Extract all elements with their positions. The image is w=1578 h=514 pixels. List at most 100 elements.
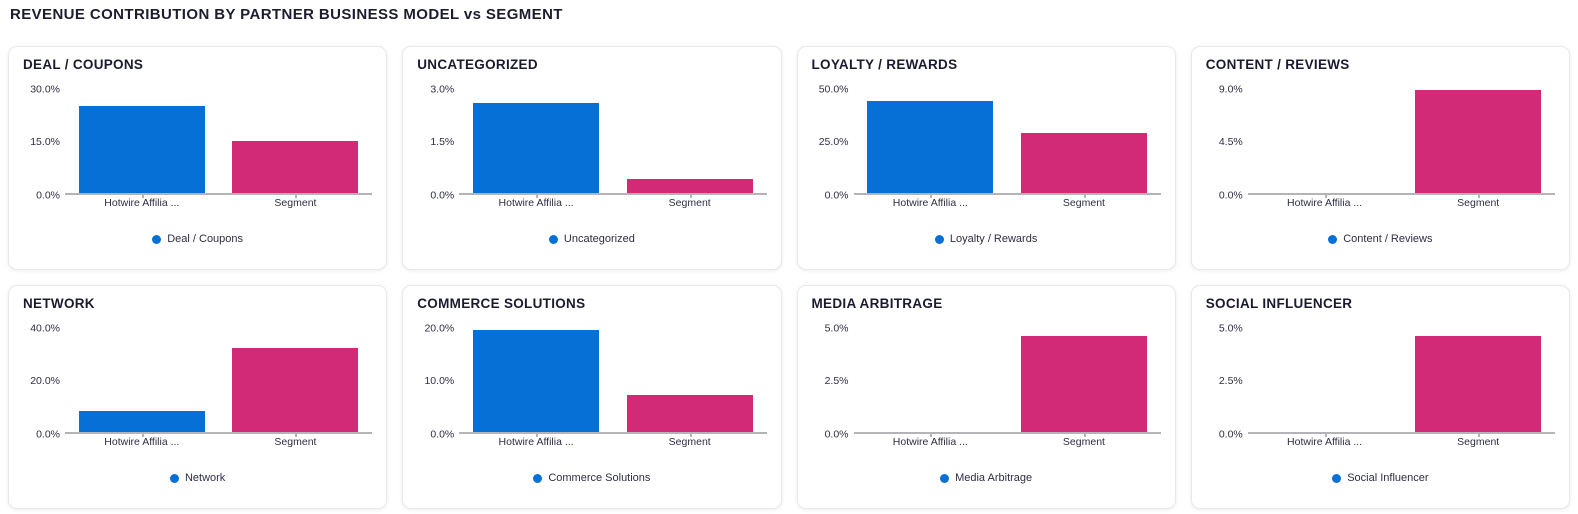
y-tick-label-zero: 0.0% (36, 189, 60, 202)
chart-card: SOCIAL INFLUENCER 5.0% 2.5% 0.0% Hotwire… (1190, 285, 1570, 509)
bar-segment[interactable] (626, 395, 753, 432)
bar-segment[interactable] (1020, 132, 1147, 193)
legend-item[interactable]: Content / Reviews (1206, 233, 1555, 245)
chart-title: CONTENT / REVIEWS (1205, 57, 1350, 72)
legend-label: Uncategorized (563, 233, 635, 245)
chart-card: MEDIA ARBITRAGE 5.0% 2.5% 0.0% Hotwire A… (796, 285, 1176, 509)
legend-item[interactable]: Deal / Coupons (23, 233, 372, 245)
chart-plot: 30.0% 15.0% 0.0% (23, 84, 373, 202)
bar-segment[interactable] (1020, 336, 1147, 432)
chart-plot: 40.0% 20.0% 0.0% (23, 323, 373, 440)
y-tick-label-max: 40.0% (30, 322, 60, 335)
x-axis-labels: Hotwire Affilia ... Segment (459, 436, 766, 448)
x-category-label-hotwire: Hotwire Affilia ... (498, 436, 574, 448)
x-category-label-segment: Segment (274, 436, 317, 448)
x-category-label-hotwire: Hotwire Affilia ... (892, 197, 968, 209)
x-axis-labels: Hotwire Affilia ... Segment (459, 197, 766, 209)
plot-area (459, 89, 767, 198)
bar-hotwire-affiliates[interactable] (78, 106, 205, 193)
y-tick-label-max: 50.0% (818, 83, 849, 96)
y-axis: 30.0% 15.0% 0.0% (23, 84, 65, 202)
y-axis: 9.0% 4.5% 0.0% (1206, 84, 1248, 202)
legend-dot-icon (533, 473, 543, 483)
chart-card: DEAL / COUPONS 30.0% 15.0% 0.0% Hotwire … (8, 46, 388, 270)
chart-plot: 9.0% 4.5% 0.0% (1206, 84, 1555, 202)
y-tick-label-max: 20.0% (424, 322, 455, 335)
x-axis-labels: Hotwire Affilia ... Segment (854, 436, 1161, 448)
legend-label: Network (184, 472, 226, 484)
bar-segment[interactable] (626, 179, 753, 193)
plot-area (1247, 89, 1555, 198)
x-axis-labels: Hotwire Affilia ... Segment (1248, 436, 1555, 448)
x-category-label-segment: Segment (274, 197, 317, 209)
x-axis-tick (295, 193, 298, 198)
bar-segment[interactable] (1415, 336, 1542, 432)
x-category-label-hotwire: Hotwire Affilia ... (1287, 436, 1363, 448)
y-axis: 20.0% 10.0% 0.0% (417, 323, 459, 441)
chart-title: LOYALTY / REWARDS (811, 57, 958, 72)
legend-item[interactable]: Media Arbitrage (812, 472, 1161, 484)
chart-card: COMMERCE SOLUTIONS 20.0% 10.0% 0.0% Hotw… (402, 285, 782, 509)
plot-area (65, 328, 373, 437)
bar-hotwire-affiliates[interactable] (78, 410, 205, 432)
y-tick-label-max: 9.0% (1218, 83, 1243, 96)
y-tick-label-max: 30.0% (30, 83, 60, 96)
chart-title: SOCIAL INFLUENCER (1205, 296, 1353, 311)
page-title: REVENUE CONTRIBUTION BY PARTNER BUSINESS… (10, 6, 563, 23)
legend-item[interactable]: Social Influencer (1206, 472, 1555, 484)
bar-segment[interactable] (1415, 90, 1542, 193)
x-axis-labels: Hotwire Affilia ... Segment (1248, 197, 1555, 209)
y-tick-label-mid: 10.0% (424, 375, 455, 387)
x-axis-tick (930, 432, 933, 437)
chart-plot: 5.0% 2.5% 0.0% (812, 323, 1161, 440)
chart-card: UNCATEGORIZED 3.0% 1.5% 0.0% Hotwire Aff… (402, 46, 782, 270)
legend-dot-icon (548, 234, 558, 244)
x-axis-tick (295, 432, 298, 437)
x-category-label-hotwire: Hotwire Affilia ... (498, 197, 574, 209)
x-category-label-segment: Segment (1457, 436, 1500, 448)
legend-dot-icon (940, 473, 950, 483)
y-tick-label-mid: 2.5% (824, 375, 849, 387)
legend-label: Social Influencer (1347, 472, 1429, 484)
x-axis-tick (930, 193, 933, 198)
x-category-label-segment: Segment (1062, 197, 1105, 209)
bar-segment[interactable] (232, 347, 359, 432)
y-axis: 50.0% 25.0% 0.0% (812, 84, 854, 202)
legend-dot-icon (152, 234, 162, 244)
x-category-label-hotwire: Hotwire Affilia ... (892, 436, 968, 448)
x-axis-tick (141, 432, 144, 437)
chart-title: NETWORK (23, 296, 95, 311)
chart-plot: 3.0% 1.5% 0.0% (417, 84, 767, 201)
y-tick-label-mid: 4.5% (1218, 136, 1243, 148)
legend-item[interactable]: Network (23, 472, 372, 484)
x-category-label-segment: Segment (668, 436, 711, 448)
legend-item[interactable]: Loyalty / Rewards (812, 233, 1161, 245)
y-tick-label-max: 3.0% (430, 83, 455, 96)
y-tick-label-zero: 0.0% (430, 189, 455, 202)
legend-label: Media Arbitrage (955, 472, 1033, 484)
x-axis-tick (141, 193, 144, 198)
plot-area (65, 89, 373, 198)
legend-item[interactable]: Commerce Solutions (417, 472, 766, 484)
chart-title: COMMERCE SOLUTIONS (417, 296, 586, 311)
bar-hotwire-affiliates[interactable] (473, 329, 600, 432)
legend-item[interactable]: Uncategorized (417, 233, 766, 245)
bar-hotwire-affiliates[interactable] (867, 100, 994, 193)
x-axis-tick (1324, 193, 1327, 198)
x-axis-tick (536, 193, 539, 198)
bar-hotwire-affiliates[interactable] (473, 102, 600, 193)
legend-dot-icon (1328, 234, 1338, 244)
y-tick-label-zero: 0.0% (824, 189, 849, 202)
x-axis-tick (1478, 432, 1481, 437)
x-category-label-segment: Segment (1062, 436, 1105, 448)
bar-segment[interactable] (232, 140, 359, 193)
chart-title: MEDIA ARBITRAGE (811, 296, 943, 311)
x-axis-labels: Hotwire Affilia ... Segment (65, 436, 372, 448)
x-axis-tick (689, 432, 692, 437)
x-axis-labels: Hotwire Affilia ... Segment (854, 197, 1161, 209)
y-axis: 5.0% 2.5% 0.0% (1206, 323, 1248, 441)
charts-grid: DEAL / COUPONS 30.0% 15.0% 0.0% Hotwire … (8, 46, 1570, 509)
y-tick-label-max: 5.0% (824, 322, 849, 335)
y-tick-label-mid: 15.0% (30, 136, 60, 148)
